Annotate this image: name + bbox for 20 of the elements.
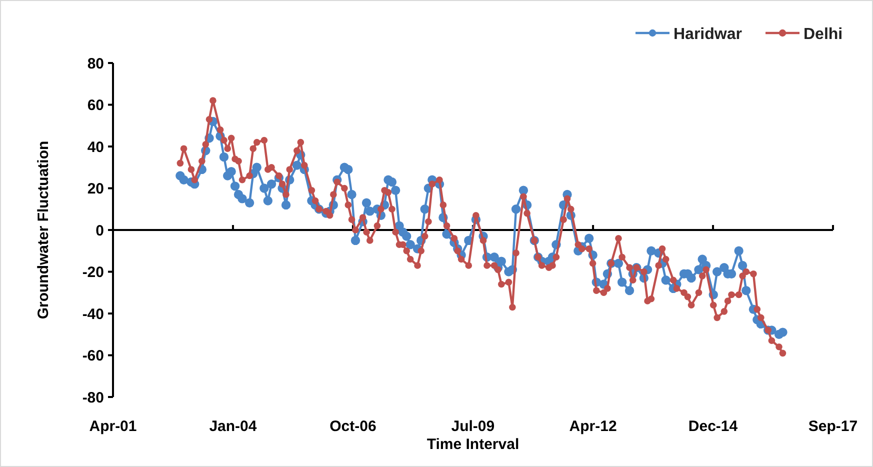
y-tick-label: 80 [87, 55, 104, 72]
legend-label: Delhi [804, 26, 843, 43]
y-tick-label: -40 [82, 306, 104, 323]
y-tick-label: 0 [96, 222, 104, 240]
x-tick-label: Sep-17 [808, 418, 858, 435]
y-tick-label: -80 [82, 389, 104, 406]
y-tick-label: 40 [87, 138, 104, 156]
y-tick-label: -20 [82, 264, 104, 281]
y-tick-label: 20 [87, 180, 104, 198]
x-tick-label: Dec-14 [688, 418, 738, 435]
legend-label: Haridwar [674, 26, 742, 43]
x-tick-label: Apr-01 [89, 418, 137, 435]
x-axis-title: Time Interval [426, 436, 520, 453]
y-tick-label: 60 [87, 97, 104, 114]
x-tick-label: Jul-09 [451, 418, 495, 435]
y-tick-label: -60 [82, 348, 104, 364]
x-tick-label: Apr-12 [569, 418, 617, 435]
x-tick-label: Oct-06 [330, 418, 376, 435]
x-tick-label: Jan-04 [209, 418, 258, 435]
y-axis-title: Groundwater Fluctuation [35, 140, 52, 320]
